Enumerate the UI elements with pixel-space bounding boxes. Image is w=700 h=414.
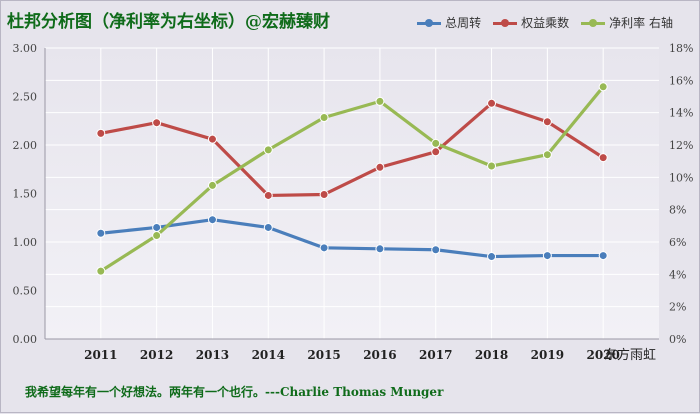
- legend-item-equity-multiplier: 权益乘数: [493, 14, 569, 31]
- y-right-tick-label: 4%: [669, 268, 686, 281]
- series-lines: [96, 82, 608, 276]
- data-point: [487, 252, 497, 262]
- data-point: [431, 245, 441, 255]
- legend-label-equity-multiplier: 权益乘数: [521, 16, 570, 30]
- data-point: [598, 153, 608, 163]
- legend-swatch-equity-multiplier: [493, 18, 518, 28]
- x-tick-label: 2013: [196, 348, 229, 362]
- footer-quote: 我希望每年有一个好想法。两年有一个也行。---Charlie Thomas Mu…: [25, 385, 444, 399]
- series-2: [96, 98, 608, 200]
- data-point: [319, 189, 329, 199]
- series-1: [96, 215, 608, 262]
- data-point: [487, 98, 497, 108]
- y-right-tick-label: 18%: [669, 42, 693, 55]
- y-left-tick-label: 1.00: [13, 236, 38, 249]
- y-right-tick-label: 6%: [669, 236, 686, 249]
- x-tick-label: 2015: [307, 348, 340, 362]
- legend-item-turnover: 总周转: [417, 14, 481, 31]
- data-point: [207, 180, 217, 190]
- grid-lines: [45, 47, 659, 340]
- y-right-tick-label: 0%: [669, 333, 686, 346]
- y-right-tick-label: 2%: [669, 301, 686, 314]
- legend-label-turnover: 总周转: [445, 16, 482, 30]
- y-left-tick-label: 0.50: [13, 285, 38, 298]
- y-right-tick-label: 10%: [669, 171, 693, 184]
- y-right-tick-label: 8%: [669, 204, 686, 217]
- y-left-tick-label: 3.00: [13, 42, 38, 55]
- data-point: [96, 228, 106, 238]
- data-point: [542, 251, 552, 261]
- series-line: [99, 85, 605, 273]
- chart-legend: 总周转 权益乘数 净利率 右轴: [417, 14, 673, 31]
- data-point: [96, 128, 106, 138]
- x-tick-label: 2014: [252, 348, 285, 362]
- legend-label-net-margin: 净利率 右轴: [609, 16, 673, 30]
- data-point: [152, 231, 162, 241]
- legend-swatch-net-margin: [581, 18, 606, 28]
- data-point: [319, 243, 329, 253]
- y-left-tick-label: 1.50: [13, 188, 38, 201]
- y-left-tick-label: 2.50: [13, 91, 38, 104]
- data-point: [207, 215, 217, 225]
- y-right-tick-label: 14%: [669, 107, 693, 120]
- data-point: [263, 222, 273, 232]
- x-tick-label: 2017: [419, 348, 452, 362]
- y-left-tick-label: 0.00: [13, 333, 38, 346]
- x-tick-label: 2011: [84, 348, 117, 362]
- data-point: [263, 145, 273, 155]
- data-point: [542, 117, 552, 127]
- series-line: [99, 218, 605, 259]
- chart-title: 杜邦分析图（净利率为右坐标）@宏赫臻财: [7, 12, 330, 32]
- series-line: [99, 101, 605, 198]
- data-point: [152, 118, 162, 128]
- y-right-tick-label: 12%: [669, 139, 693, 152]
- axes: 0.00 0.50 1.00 1.50 2.00 2.50 3.00 0% 2% 4% 6% 8% 10…: [13, 42, 694, 362]
- legend-item-net-margin: 净利率 右轴: [581, 14, 673, 31]
- data-point: [598, 251, 608, 261]
- data-point: [96, 266, 106, 276]
- data-point: [542, 150, 552, 160]
- y-left-tick-label: 2.00: [13, 139, 38, 152]
- x-tick-label: 2020: [586, 348, 619, 362]
- x-tick-label: 2018: [475, 348, 508, 362]
- data-point: [375, 244, 385, 254]
- x-tick-label: 2016: [363, 348, 396, 362]
- data-point: [319, 113, 329, 123]
- data-point: [375, 96, 385, 106]
- data-point: [598, 82, 608, 92]
- x-tick-label: 2012: [140, 348, 173, 362]
- data-point: [431, 147, 441, 157]
- plot-area: [45, 48, 659, 339]
- data-point: [263, 190, 273, 200]
- data-point: [375, 162, 385, 172]
- data-point: [487, 161, 497, 171]
- x-tick-label: 2019: [531, 348, 564, 362]
- legend-swatch-turnover: [417, 18, 442, 28]
- series-3: [96, 82, 608, 276]
- data-point: [431, 138, 441, 148]
- y-right-tick-label: 16%: [669, 74, 693, 87]
- watermark-label: 东方雨虹: [604, 347, 656, 363]
- data-point: [152, 222, 162, 232]
- data-point: [207, 134, 217, 144]
